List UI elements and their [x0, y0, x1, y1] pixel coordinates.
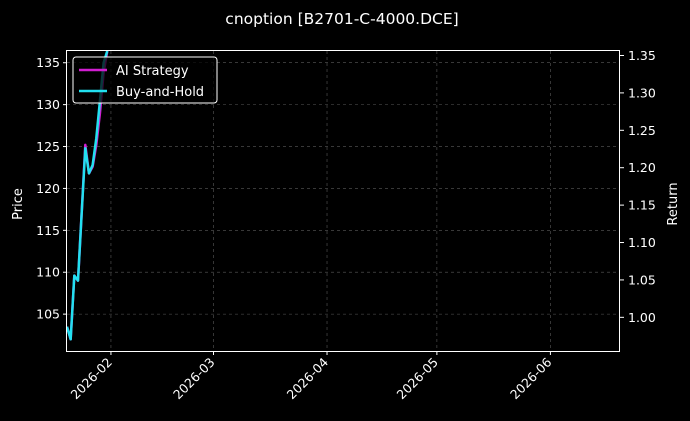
- y-tick-label-right: 1.10: [628, 235, 656, 250]
- y-tick-label-left: 135: [36, 55, 60, 70]
- y-axis-label-right: Return: [666, 182, 681, 225]
- y-tick-label-left: 120: [36, 181, 60, 196]
- y-tick-label-left: 115: [36, 223, 60, 238]
- y-tick-label-right: 1.00: [628, 310, 656, 325]
- y-tick-label-left: 130: [36, 97, 60, 112]
- y-tick-label-left: 105: [36, 307, 60, 322]
- y-tick-label-right: 1.15: [628, 198, 656, 213]
- y-axis-label-left: Price: [11, 188, 26, 220]
- legend-label-buy-and-hold: Buy-and-Hold: [116, 85, 204, 100]
- y-tick-label-right: 1.35: [628, 48, 656, 63]
- legend: AI Strategy Buy-and-Hold: [72, 56, 218, 104]
- plot-frame: [66, 50, 620, 352]
- legend-label-ai-strategy: AI Strategy: [116, 64, 189, 79]
- y-tick-label-left: 110: [36, 265, 60, 280]
- grid: [67, 51, 620, 351]
- legend-box: [72, 56, 218, 104]
- chart-title: cnoption [B2701-C-4000.DCE]: [225, 10, 458, 28]
- y-tick-label-right: 1.30: [628, 85, 656, 100]
- y-tick-label-right: 1.20: [628, 160, 656, 175]
- y-tick-label-left: 125: [36, 139, 60, 154]
- y-tick-label-right: 1.25: [628, 123, 656, 138]
- y-tick-label-right: 1.05: [628, 272, 656, 287]
